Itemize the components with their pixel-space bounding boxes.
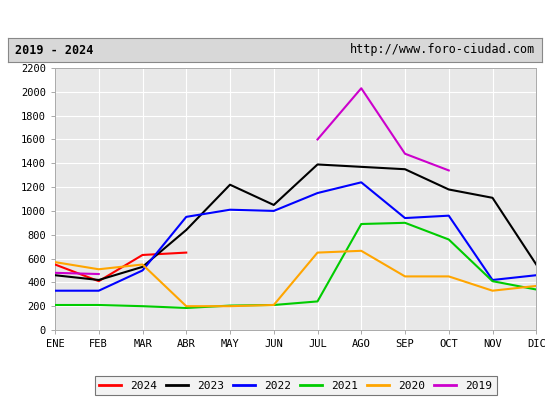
Text: 2019 - 2024: 2019 - 2024 (15, 44, 93, 56)
Legend: 2024, 2023, 2022, 2021, 2020, 2019: 2024, 2023, 2022, 2021, 2020, 2019 (95, 376, 497, 395)
Text: Evolucion Nº Turistas Extranjeros en el municipio de Arboleas: Evolucion Nº Turistas Extranjeros en el … (0, 9, 550, 26)
Text: http://www.foro-ciudad.com: http://www.foro-ciudad.com (350, 44, 535, 56)
